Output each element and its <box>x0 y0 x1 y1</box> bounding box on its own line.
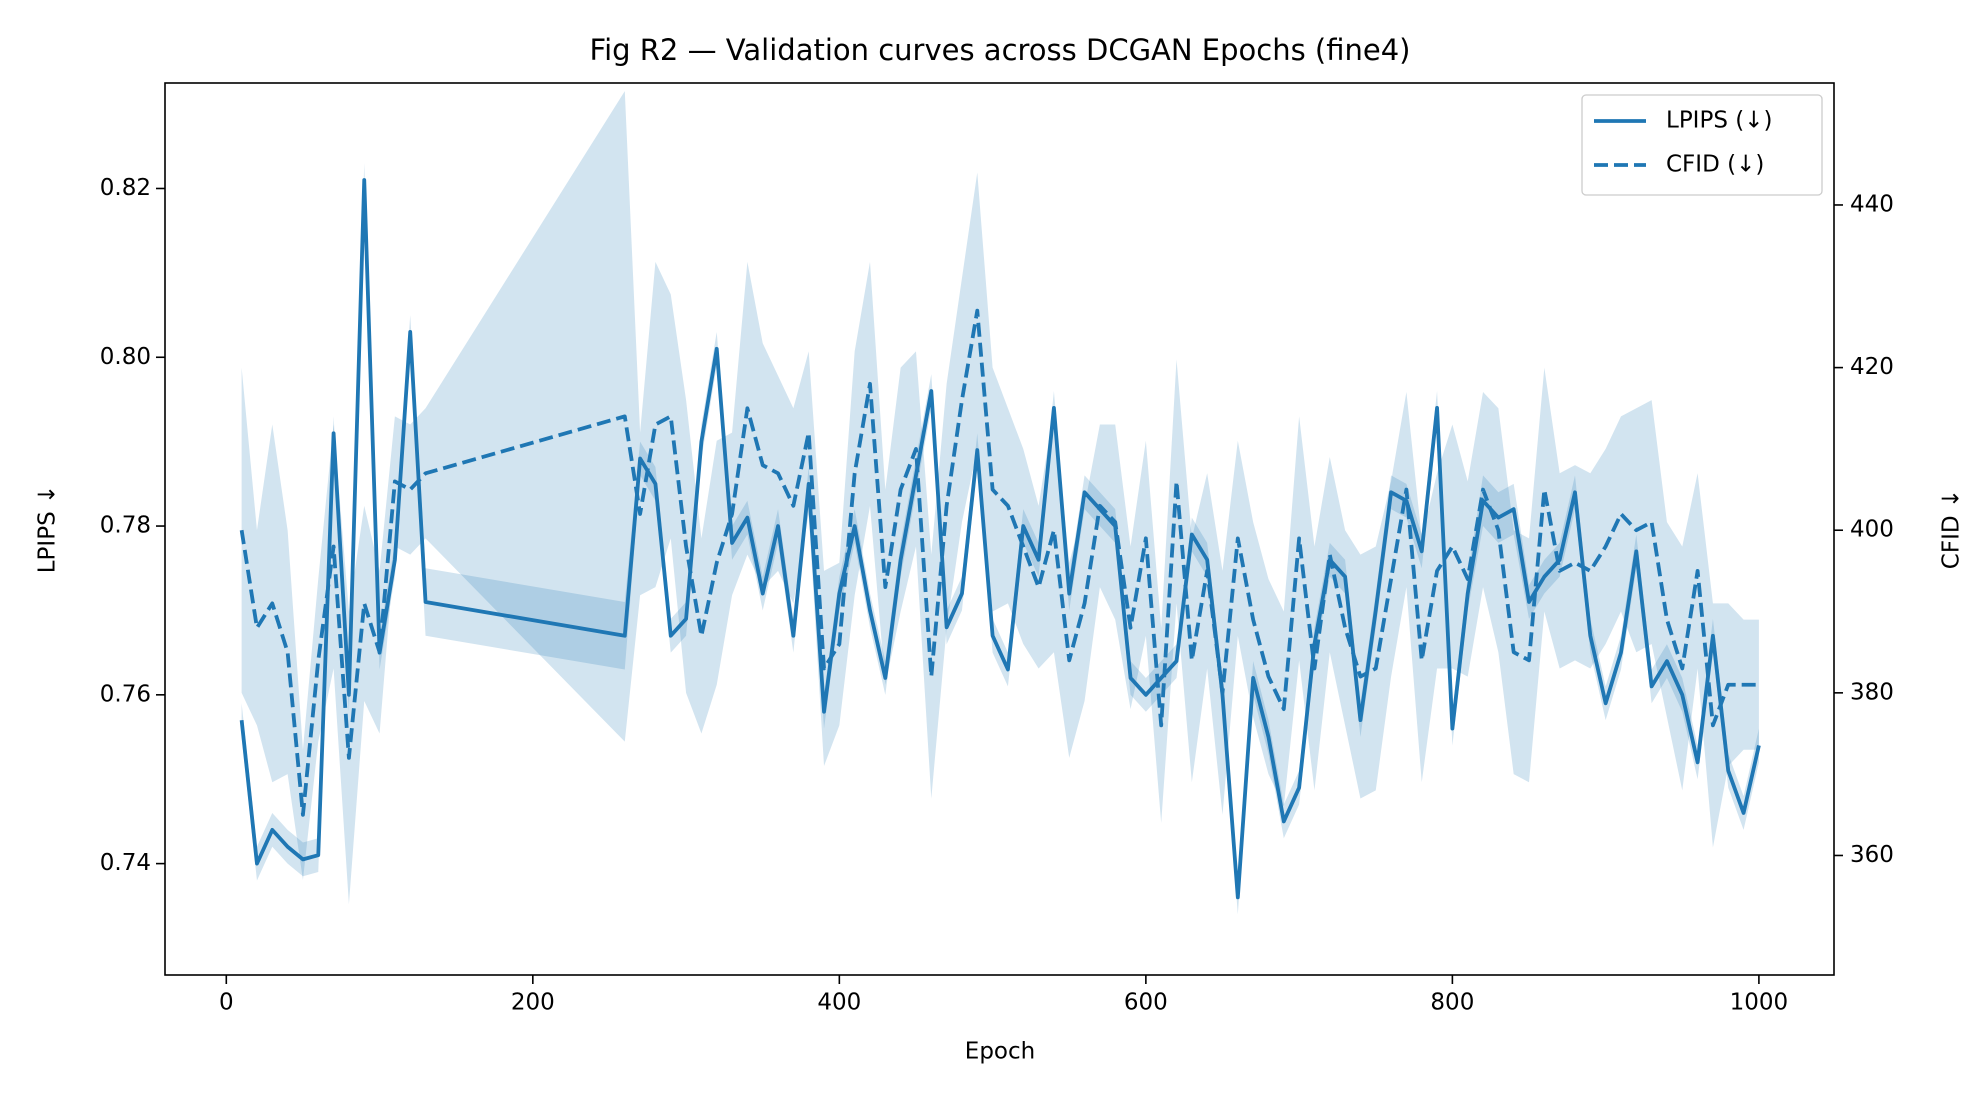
chart-title: Fig R2 — Validation curves across DCGAN … <box>590 33 1411 67</box>
legend-label: LPIPS (↓) <box>1666 108 1772 134</box>
x-tick-label: 200 <box>511 990 555 1016</box>
y-tick-label: 0.74 <box>100 850 151 876</box>
x-tick-label: 1000 <box>1730 990 1789 1016</box>
y-tick-label: 0.76 <box>100 681 151 707</box>
x-tick-label: 400 <box>817 990 861 1016</box>
y2-tick-label: 380 <box>1850 679 1894 705</box>
x-tick-label: 600 <box>1124 990 1168 1016</box>
y2-axis-label: CFID ↓ <box>1939 489 1965 569</box>
series-line <box>239 308 1759 817</box>
y-tick-label: 0.82 <box>100 175 151 201</box>
x-tick-label: 0 <box>219 990 234 1016</box>
plot-frame <box>164 82 1835 976</box>
y-axis-label: LPIPS ↓ <box>35 485 61 574</box>
y2-tick-label: 360 <box>1850 842 1894 868</box>
y2-tick-label: 440 <box>1850 191 1894 217</box>
legend-label: CFID (↓) <box>1666 152 1764 178</box>
plot <box>239 91 1761 915</box>
error-band <box>241 91 1759 905</box>
y-tick-label: 0.80 <box>100 344 151 370</box>
y-tick-label: 0.78 <box>100 513 151 539</box>
x-axis-label: Epoch <box>965 1039 1035 1065</box>
y2-tick-label: 400 <box>1850 517 1894 543</box>
x-tick-label: 800 <box>1430 990 1474 1016</box>
y2-tick-label: 420 <box>1850 354 1894 380</box>
